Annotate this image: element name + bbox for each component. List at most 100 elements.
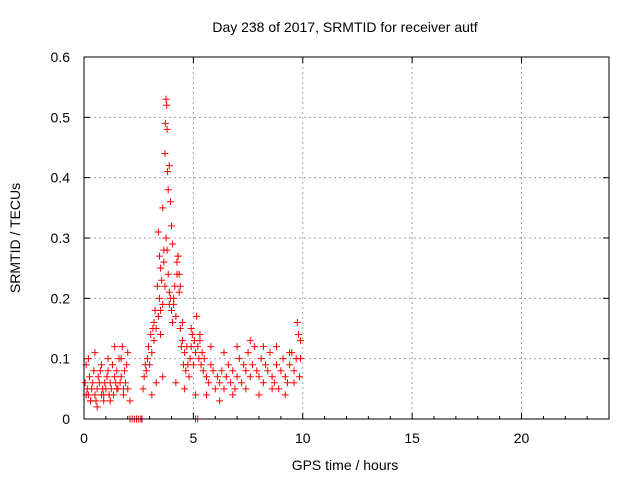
data-point bbox=[257, 355, 265, 363]
data-point bbox=[143, 355, 151, 363]
plot-frame bbox=[83, 56, 610, 420]
data-point bbox=[203, 373, 210, 381]
data-point bbox=[242, 385, 250, 393]
data-point bbox=[164, 168, 172, 176]
data-point bbox=[248, 361, 256, 369]
data-point bbox=[264, 367, 272, 375]
data-point bbox=[146, 361, 154, 369]
data-point bbox=[124, 349, 132, 357]
data-point bbox=[189, 361, 197, 369]
data-point bbox=[155, 294, 163, 302]
data-point bbox=[160, 246, 168, 254]
data-point bbox=[273, 361, 280, 369]
data-point bbox=[153, 282, 161, 290]
y-tick-label: 0.4 bbox=[51, 170, 71, 186]
data-point bbox=[111, 343, 119, 351]
data-point bbox=[283, 379, 291, 387]
data-point bbox=[187, 325, 195, 332]
data-point bbox=[159, 373, 167, 381]
data-points bbox=[81, 95, 305, 423]
x-axis-label: GPS time / hours bbox=[292, 457, 399, 473]
data-point bbox=[220, 349, 228, 357]
data-point bbox=[155, 252, 163, 260]
data-point bbox=[207, 343, 215, 351]
data-point bbox=[147, 331, 155, 339]
data-point bbox=[148, 349, 156, 357]
data-point bbox=[169, 318, 177, 326]
data-point bbox=[273, 343, 280, 351]
data-point bbox=[100, 397, 108, 405]
data-point bbox=[207, 361, 215, 369]
data-point bbox=[119, 391, 127, 399]
data-point bbox=[90, 367, 98, 375]
data-point bbox=[229, 367, 237, 375]
data-point bbox=[118, 343, 126, 351]
data-point bbox=[176, 325, 184, 332]
data-point bbox=[160, 258, 168, 266]
y-tick-label: 0.3 bbox=[51, 230, 71, 246]
data-point bbox=[185, 373, 193, 381]
data-point bbox=[140, 373, 148, 381]
y-tick-label: 0 bbox=[62, 411, 70, 427]
data-point bbox=[246, 373, 254, 381]
data-point bbox=[91, 349, 99, 357]
data-point bbox=[169, 240, 177, 248]
data-point bbox=[227, 379, 235, 387]
data-point bbox=[188, 331, 196, 339]
data-point bbox=[110, 391, 118, 399]
x-tick-label: 10 bbox=[295, 430, 311, 446]
data-point bbox=[192, 391, 200, 399]
data-point bbox=[181, 349, 189, 357]
data-point bbox=[89, 379, 97, 387]
data-point bbox=[209, 367, 217, 375]
data-point bbox=[174, 252, 182, 260]
data-point bbox=[157, 331, 165, 339]
data-point bbox=[162, 95, 170, 103]
data-point bbox=[200, 355, 208, 363]
data-point bbox=[297, 337, 305, 345]
data-point bbox=[259, 379, 267, 387]
x-tick-label: 0 bbox=[80, 430, 88, 446]
data-point bbox=[148, 391, 156, 399]
data-point bbox=[251, 343, 259, 351]
data-point bbox=[235, 355, 243, 363]
data-point bbox=[259, 343, 267, 351]
data-point bbox=[178, 337, 186, 345]
data-point bbox=[173, 258, 181, 266]
data-point bbox=[122, 379, 130, 387]
data-point bbox=[175, 270, 183, 278]
data-point bbox=[255, 391, 263, 399]
data-point bbox=[163, 125, 171, 133]
y-axis-label: SRMTID / TECUs bbox=[7, 183, 23, 293]
data-point bbox=[197, 361, 205, 369]
data-point bbox=[275, 385, 283, 393]
data-point bbox=[211, 385, 219, 393]
data-point bbox=[157, 264, 165, 272]
data-point bbox=[182, 367, 190, 375]
data-point bbox=[111, 373, 119, 381]
data-point bbox=[117, 373, 125, 381]
y-tick-label: 0.2 bbox=[51, 290, 71, 306]
data-point bbox=[220, 385, 228, 393]
data-point bbox=[96, 367, 104, 375]
data-point bbox=[104, 367, 112, 375]
data-point bbox=[158, 276, 166, 284]
data-point bbox=[87, 397, 95, 405]
data-point bbox=[94, 373, 102, 381]
data-point bbox=[139, 385, 147, 393]
data-point bbox=[154, 228, 162, 236]
data-point bbox=[164, 270, 172, 278]
data-point bbox=[103, 373, 111, 381]
data-point bbox=[187, 343, 195, 351]
data-point bbox=[279, 355, 287, 363]
data-point bbox=[178, 318, 186, 326]
data-point bbox=[150, 318, 158, 326]
data-point bbox=[205, 379, 213, 387]
data-point bbox=[216, 379, 224, 387]
data-point bbox=[181, 385, 189, 393]
chart-title: Day 238 of 2017, SRMTID for receiver aut… bbox=[212, 19, 477, 35]
data-point bbox=[93, 403, 101, 411]
data-point bbox=[233, 343, 241, 351]
data-point bbox=[231, 385, 239, 393]
data-point bbox=[290, 379, 298, 387]
